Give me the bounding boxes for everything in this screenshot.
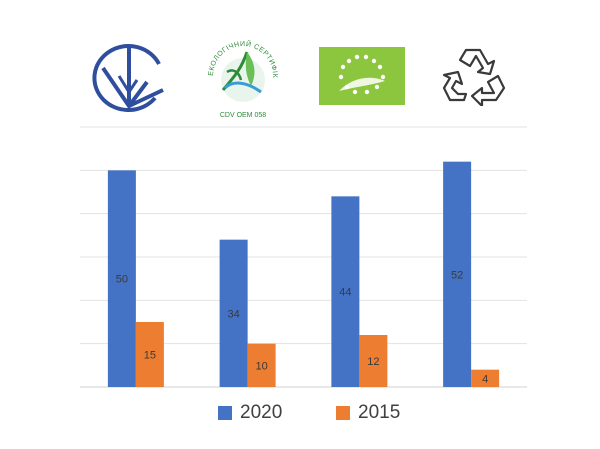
data-label-2020-3: 44 <box>339 287 351 299</box>
ukraine-quality-mark-icon <box>89 40 169 112</box>
bar-2020-4 <box>443 161 472 387</box>
legend-swatch-2020 <box>218 406 232 420</box>
bar-2020-2 <box>219 239 248 387</box>
legend-label-2015: 2015 <box>358 402 401 423</box>
data-label-2015-3: 12 <box>367 356 379 368</box>
recycling-symbol-icon <box>440 42 508 108</box>
legend-item-2015: 2015 <box>336 402 400 424</box>
data-label-2020-1: 50 <box>116 274 128 286</box>
bar-2015-1 <box>135 322 164 387</box>
eu-organic-leaf-icon <box>319 47 405 105</box>
data-label-2015-2: 10 <box>256 360 268 372</box>
bar-2020-3 <box>331 196 360 387</box>
bar-2015-2 <box>247 343 276 387</box>
data-label-2015-4: 4 <box>482 373 488 385</box>
data-label-2020-2: 34 <box>228 308 240 320</box>
chart-legend: 2020 2015 <box>0 402 600 430</box>
certificate-code: CDV OEM 058 <box>220 112 266 119</box>
ecological-certificate-icon: ЕКОЛОГІЧНИЙ СЕРТИФІКАТ CDV OEM 058 <box>201 23 283 122</box>
legend-item-2020: 2020 <box>218 402 282 424</box>
legend-swatch-2015 <box>336 406 350 420</box>
data-label-2015-1: 15 <box>144 350 156 362</box>
bar-2015-3 <box>359 335 388 387</box>
data-label-2020-4: 52 <box>451 269 463 281</box>
bar-2015-4 <box>471 369 500 387</box>
bar-2020-1 <box>107 170 136 387</box>
legend-label-2020: 2020 <box>240 402 283 423</box>
